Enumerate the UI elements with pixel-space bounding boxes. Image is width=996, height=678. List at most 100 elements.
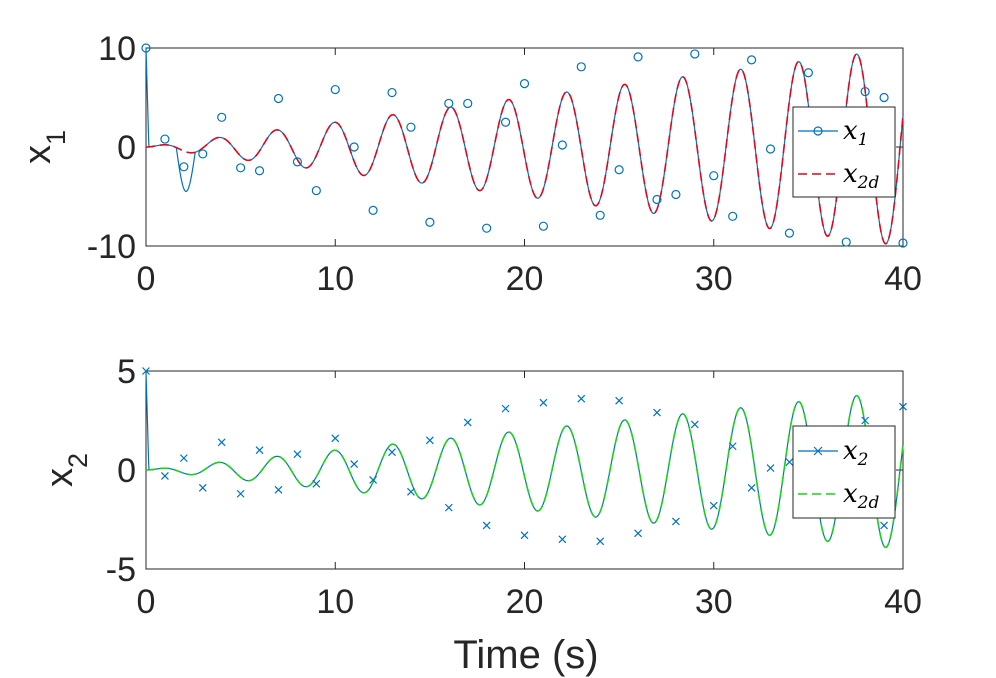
data-point-x [728, 442, 737, 451]
top-y-ticks: -10 0 10 [87, 30, 903, 266]
data-point-x [293, 450, 302, 459]
data-point-x [444, 503, 453, 512]
data-point-x [577, 394, 586, 403]
top-legend: x1 x2d [792, 106, 896, 198]
data-point-x [520, 531, 529, 540]
data-point-circle [879, 92, 889, 103]
data-point-circle [633, 52, 643, 62]
x-tick-label: 20 [506, 260, 544, 298]
data-point-circle [292, 157, 302, 167]
data-point-circle [406, 122, 416, 132]
data-point-circle [179, 162, 189, 172]
data-point-x [255, 446, 264, 455]
data-point-x [388, 448, 396, 457]
data-point-x [558, 535, 567, 544]
data-point-x [899, 402, 907, 411]
x-tick-label: 0 [137, 583, 156, 621]
data-point-circle [746, 55, 757, 65]
data-point-x [861, 416, 870, 425]
bottom-y-ticks: -5 0 5 [106, 353, 903, 589]
data-point-x [142, 367, 150, 375]
data-point-circle [576, 62, 586, 72]
data-point-circle [728, 211, 738, 221]
data-point-circle [500, 117, 511, 127]
bottom-legend-x2d-label: x2d [843, 479, 879, 513]
y-tick-label: -5 [106, 551, 136, 589]
data-point-circle [160, 134, 170, 144]
data-point-x [501, 404, 510, 413]
data-point-x [634, 529, 642, 538]
data-point-x [880, 521, 888, 530]
data-point-x [407, 487, 415, 496]
bottom-x-ticks: 0 10 20 30 40 [137, 371, 922, 621]
data-point-circle [444, 98, 454, 109]
top-legend-x1-label: x1 [843, 116, 869, 150]
top-y-axis-label: x1 [17, 130, 71, 164]
x-tick-label: 0 [137, 260, 156, 298]
series-line-x2d [146, 394, 904, 549]
data-point-x [785, 458, 794, 467]
bottom-axes: 0 10 20 30 40 -505 x2 Time (s) x2 x2d [39, 353, 922, 677]
data-point-circle [217, 112, 227, 122]
data-point-x [312, 479, 321, 488]
data-point-circle [482, 223, 492, 233]
top-series [141, 43, 908, 248]
data-point-x [198, 483, 207, 492]
data-point-circle [709, 171, 719, 181]
data-point-circle [690, 49, 700, 59]
data-point-x [615, 396, 624, 405]
data-point-circle [803, 68, 813, 78]
y-tick-label: 5 [117, 353, 136, 391]
data-point-circle [557, 140, 567, 150]
data-point-x [690, 420, 699, 429]
data-point-x [217, 438, 226, 447]
data-point-circle [141, 43, 151, 53]
y-tick-label: -10 [87, 228, 136, 266]
data-point-circle [784, 228, 795, 238]
top-legend-box [792, 106, 896, 198]
data-point-x [747, 483, 756, 492]
data-point-circle [860, 86, 870, 97]
data-point-x [653, 408, 661, 417]
data-point-circle [765, 144, 776, 154]
data-point-x [331, 434, 340, 443]
x-axis-label: Time (s) [453, 633, 598, 677]
y-tick-label: 0 [117, 452, 136, 490]
data-point-circle [898, 238, 908, 248]
data-point-circle [273, 93, 284, 104]
data-point-circle [841, 237, 851, 247]
data-point-x [671, 517, 680, 526]
y-tick-label: 0 [117, 129, 136, 167]
data-point-circle [671, 189, 681, 200]
x-tick-label: 10 [316, 583, 354, 621]
data-point-circle [254, 166, 265, 176]
data-point-x [539, 398, 548, 407]
bottom-legend-x2-marker [813, 446, 823, 456]
data-point-x [274, 485, 283, 494]
bottom-legend: x2 x2d [792, 425, 896, 519]
data-point-circle [311, 185, 321, 196]
data-point-circle [519, 79, 530, 89]
x-tick-label: 20 [506, 583, 544, 621]
data-point-x [596, 537, 605, 546]
data-point-circle [652, 194, 662, 205]
data-point-x [482, 521, 491, 530]
data-point-x [161, 472, 169, 480]
x-tick-label: 40 [884, 583, 922, 621]
data-point-circle [330, 84, 340, 95]
top-plot-area [145, 47, 904, 247]
x-tick-label: 30 [695, 583, 733, 621]
data-point-x [179, 454, 188, 463]
bottom-legend-box [792, 425, 896, 519]
data-point-x [709, 501, 718, 510]
top-x-ticks: 0 10 20 30 40 [137, 48, 922, 298]
x-tick-label: 40 [884, 260, 922, 298]
data-point-x [463, 418, 472, 427]
data-point-circle [595, 210, 605, 220]
data-point-circle [387, 87, 397, 98]
series-line-x2d [146, 53, 904, 245]
data-point-circle [614, 165, 624, 175]
